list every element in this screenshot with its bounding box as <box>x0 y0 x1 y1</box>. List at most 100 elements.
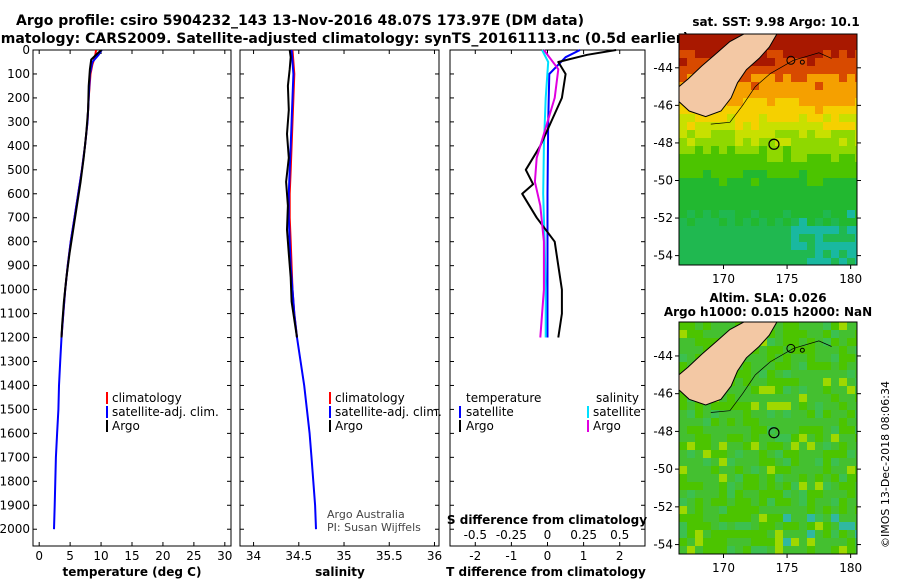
map-cell <box>703 546 711 554</box>
map-cell <box>847 514 855 522</box>
y-tick-label: 800 <box>7 235 30 249</box>
map-cell <box>847 218 855 226</box>
map-cell <box>831 442 839 450</box>
map-cell <box>767 386 775 394</box>
map-cell <box>855 234 857 242</box>
map-cell <box>791 82 799 90</box>
x-tick-label: 5 <box>66 549 74 563</box>
map-cell <box>855 378 857 386</box>
map-cell <box>855 370 857 378</box>
map-cell <box>783 362 791 370</box>
map-cell <box>823 546 831 554</box>
map-cell <box>775 146 783 154</box>
map-cell <box>703 258 711 265</box>
map-cell <box>807 434 815 442</box>
map-cell <box>823 130 831 138</box>
map-cell <box>791 466 799 474</box>
map-cell <box>823 258 831 265</box>
map-cell <box>711 170 719 178</box>
map-cell <box>783 98 791 106</box>
map-y-tick-label: -48 <box>653 136 673 150</box>
map-cell <box>823 66 831 74</box>
map-cell <box>767 66 775 74</box>
map-cell <box>815 258 823 265</box>
map-cell <box>815 386 823 394</box>
map-cell <box>791 434 799 442</box>
map-cell <box>679 442 687 450</box>
map-cell <box>791 162 799 170</box>
map-cell <box>831 178 839 186</box>
map-cell <box>687 482 695 490</box>
map-cell <box>743 386 751 394</box>
map-cell <box>767 114 775 122</box>
map-cell <box>687 418 695 426</box>
legend-label-argo: Argo <box>335 419 363 433</box>
map-cell <box>703 210 711 218</box>
map-cell <box>679 210 687 218</box>
map-cell <box>799 410 807 418</box>
map-cell <box>831 42 839 50</box>
map-cell <box>711 322 719 330</box>
map-cell <box>743 394 751 402</box>
map-cell <box>831 162 839 170</box>
map-cell <box>831 66 839 74</box>
map-cell <box>847 90 855 98</box>
map-cell <box>799 378 807 386</box>
map-cell <box>727 458 735 466</box>
map-cell <box>791 250 799 258</box>
map-cell <box>783 402 791 410</box>
map-cell <box>759 210 767 218</box>
map-cell <box>815 66 823 74</box>
sla-map-title-line2: Argo h1000: 0.015 h2000: NaN <box>664 305 872 319</box>
map-cell <box>703 450 711 458</box>
map-cell <box>727 322 735 330</box>
y-tick-label: 1300 <box>0 354 30 368</box>
map-cell <box>815 338 823 346</box>
map-cell <box>815 178 823 186</box>
map-cell <box>767 202 775 210</box>
map-cell <box>703 234 711 242</box>
map-cell <box>815 122 823 130</box>
map-cell <box>791 362 799 370</box>
map-cell <box>807 386 815 394</box>
map-cell <box>839 170 847 178</box>
map-cell <box>695 434 703 442</box>
map-cell <box>703 498 711 506</box>
map-cell <box>807 418 815 426</box>
map-cell <box>767 362 775 370</box>
map-cell <box>759 514 767 522</box>
map-cell <box>751 530 759 538</box>
map-cell <box>831 186 839 194</box>
map-cell <box>759 426 767 434</box>
map-cell <box>767 426 775 434</box>
map-cell <box>855 490 857 498</box>
map-cell <box>727 194 735 202</box>
map-cell <box>831 210 839 218</box>
map-cell <box>735 538 743 546</box>
legend-label-s-argo: Argo <box>593 419 621 433</box>
map-cell <box>783 114 791 122</box>
map-cell <box>735 418 743 426</box>
salinity-axes <box>239 49 440 547</box>
map-cell <box>719 114 727 122</box>
map-cell <box>735 170 743 178</box>
map-cell <box>783 482 791 490</box>
map-cell <box>831 378 839 386</box>
map-cell <box>823 402 831 410</box>
x-tick-label: 15 <box>124 549 139 563</box>
map-cell <box>743 258 751 265</box>
map-cell <box>687 226 695 234</box>
map-cell <box>823 474 831 482</box>
x-tick-label: 0 <box>35 549 43 563</box>
map-cell <box>775 194 783 202</box>
map-cell <box>831 386 839 394</box>
map-cell <box>855 466 857 474</box>
map-cell <box>807 34 815 42</box>
map-cell <box>735 250 743 258</box>
map-cell <box>727 178 735 186</box>
map-cell <box>783 418 791 426</box>
map-cell <box>855 482 857 490</box>
map-cell <box>791 322 799 330</box>
map-cell <box>815 506 823 514</box>
map-cell <box>679 114 687 122</box>
